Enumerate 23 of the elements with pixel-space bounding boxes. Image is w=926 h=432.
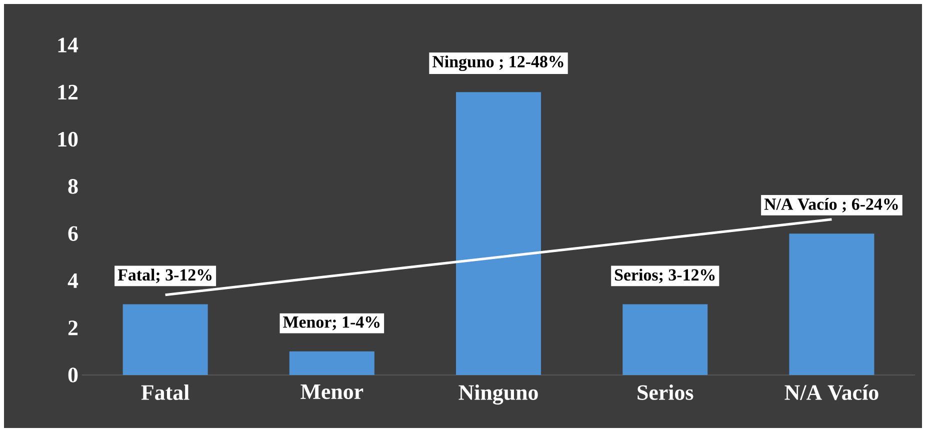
- bar: [622, 304, 708, 375]
- y-tick-label: 6: [68, 226, 78, 241]
- data-label: Fatal; 3-12%: [118, 268, 212, 284]
- y-tick-label: 4: [68, 274, 78, 288]
- x-tick-label: Serios: [638, 384, 694, 400]
- y-tick-label: 8: [68, 179, 78, 194]
- y-tick-label: 0: [68, 368, 78, 382]
- data-label: Serios; 3-12%: [614, 268, 715, 284]
- bar: [122, 304, 208, 375]
- x-tick-label: Menor: [300, 384, 364, 400]
- bar: [789, 234, 874, 375]
- y-tick-label: 2: [68, 320, 78, 336]
- x-tick-label: Fatal: [141, 384, 190, 400]
- data-label: Ninguno ; 12-48%: [432, 55, 564, 71]
- y-tick-label: 14: [58, 38, 78, 52]
- x-tick-label: Ninguno: [458, 384, 538, 405]
- data-label: Menor; 1-4%: [283, 316, 380, 330]
- bar: [456, 92, 542, 375]
- x-tick-label: N/A Vacío: [784, 384, 878, 400]
- y-tick-label: 10: [58, 132, 78, 147]
- data-label: N/A Vacío ; 6-24%: [764, 198, 898, 212]
- bar: [289, 351, 374, 375]
- y-tick-label: 12: [58, 84, 78, 100]
